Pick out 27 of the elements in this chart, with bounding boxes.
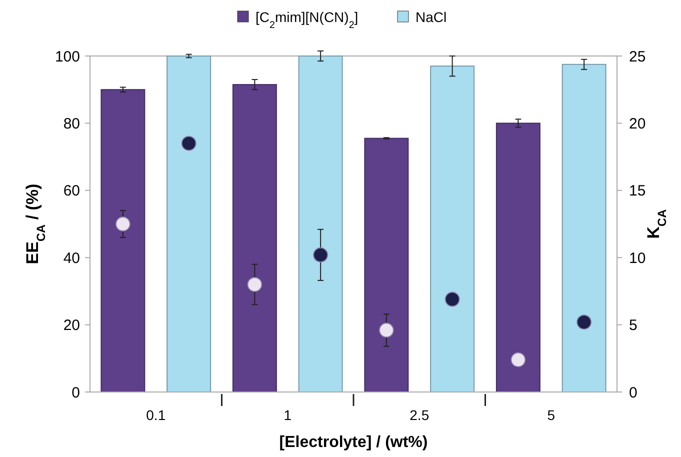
y2-tick-label: 10 (629, 250, 646, 267)
y-tick-label: 0 (72, 384, 80, 402)
y2-tick-label: 0 (629, 384, 638, 402)
x-axis-title: [Electrolyte] / (wt%) (279, 434, 428, 451)
x-tick-label: 1 (284, 407, 292, 423)
y2-tick-label: 5 (629, 317, 638, 334)
bar (562, 64, 606, 392)
y-tick-label: 60 (63, 182, 80, 200)
y-tick-label: 20 (63, 317, 80, 334)
x-tick-label: 2.5 (410, 407, 430, 423)
bar (166, 56, 212, 392)
legend-label: NaCl (416, 9, 447, 25)
legend-label: [C$_{2}$mim][N(CN)$_{2}$] (256, 9, 358, 30)
bar (100, 89, 146, 392)
x-tick-label: 5 (547, 407, 556, 423)
y-tick-label: 100 (54, 48, 80, 66)
y-tick-label: 80 (63, 115, 80, 132)
bar (298, 56, 343, 392)
bar (364, 138, 409, 392)
y2-tick-label: 20 (629, 115, 646, 132)
y2-tick-label: 25 (629, 48, 646, 66)
y-tick-label: 40 (63, 250, 80, 267)
bar (232, 84, 277, 392)
y2-tick-label: 15 (629, 182, 646, 200)
bar (496, 122, 540, 392)
x-tick-label: 0.1 (146, 407, 166, 423)
bar (430, 66, 475, 392)
